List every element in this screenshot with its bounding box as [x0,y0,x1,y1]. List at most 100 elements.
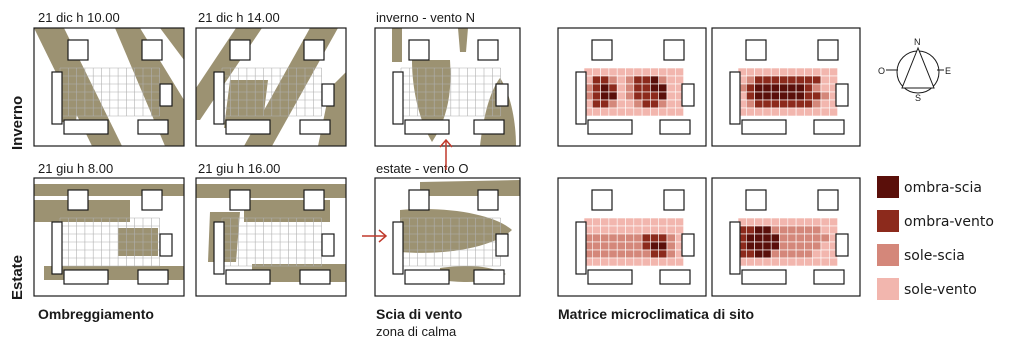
matrix-cell [591,217,601,227]
matrix-cell [650,233,660,243]
matrix-cell [591,67,601,77]
matrix-cell [591,107,601,117]
matrix-cell [820,83,830,93]
matrix-cell [633,217,643,227]
matrix-cell [591,257,601,267]
matrix-cell [658,233,668,243]
matrix-cell [812,257,822,267]
legend: ombra-scia ombra-vento sole-scia sole-vento [877,176,994,300]
matrix-cell [804,99,814,109]
matrix-cell [674,67,684,77]
building-bottom-left [225,269,271,285]
matrix-cell [633,107,643,117]
matrix-cell [650,83,660,93]
matrix-cell [745,225,755,235]
matrix-cell [608,75,618,85]
matrix-cell [820,107,830,117]
building-top-left [67,39,89,61]
matrix-cell [600,107,610,117]
matrix-cell [641,233,651,243]
matrix-cell [745,99,755,109]
building-right [159,233,173,257]
matrix-cell [608,107,618,117]
matrix-cell [650,99,660,109]
matrix-cell [625,225,635,235]
panel-frame-m3 [557,177,707,297]
section-title-wind: Scia di vento [376,306,462,322]
matrix-cell [591,83,601,93]
matrix-cell [608,241,618,251]
matrix-cell [745,67,755,77]
building-bottom-left [741,119,787,135]
legend-label: ombra-vento [904,214,994,230]
matrix-cell [795,91,805,101]
matrix-cell [666,99,676,109]
matrix-cell [754,67,764,77]
matrix-cell [616,249,626,259]
matrix-cell [770,225,780,235]
matrix-cell [804,75,814,85]
matrix-cell [616,91,626,101]
panel-frame-s1 [33,177,185,297]
building-bottom-left [404,269,450,285]
matrix-cell [666,225,676,235]
matrix-cell [804,233,814,243]
building-top-left [745,189,767,211]
building-left [575,221,587,275]
building-left [213,221,225,275]
matrix-cell [779,75,789,85]
wind-arrow-west [362,229,388,243]
building-right [321,233,335,257]
matrix-cell [633,225,643,235]
matrix-cell [616,241,626,251]
building-top-right [477,189,499,211]
matrix-cell [745,241,755,251]
matrix-cell [650,241,660,251]
matrix-cell [754,257,764,267]
matrix-cell [616,217,626,227]
legend-swatch [877,278,899,300]
matrix-cell [616,67,626,77]
matrix-cell [795,83,805,93]
matrix-cell [795,241,805,251]
legend-swatch [877,244,899,266]
matrix-cell [762,75,772,85]
building-left [729,71,741,125]
matrix-cell [745,83,755,93]
matrix-cell [658,107,668,117]
matrix-cell [616,75,626,85]
matrix-cell [795,99,805,109]
building-left [51,221,63,275]
matrix-cell [674,107,684,117]
matrix-cell [666,75,676,85]
panel-title-s2: 21 giu h 16.00 [198,161,280,176]
matrix-cell [666,91,676,101]
matrix-cell [600,241,610,251]
compass-e: E [945,66,951,76]
building-top-right [817,189,839,211]
matrix-cell [608,249,618,259]
matrix-cell [812,75,822,85]
matrix-cell [641,241,651,251]
matrix-cell [633,99,643,109]
matrix-cell [795,217,805,227]
matrix-cell [591,99,601,109]
matrix-cell [600,217,610,227]
matrix-cell [754,83,764,93]
matrix-cell [770,91,780,101]
matrix-cell [608,233,618,243]
matrix-cell [828,217,838,227]
building-right [681,83,695,107]
building-left [575,71,587,125]
matrix-cell [658,99,668,109]
matrix-cell [625,67,635,77]
matrix-cell [745,91,755,101]
matrix-cell [812,99,822,109]
matrix-cell [787,257,797,267]
matrix-cell [625,75,635,85]
matrix-cell [812,83,822,93]
matrix-cell [779,83,789,93]
matrix-cell [820,225,830,235]
matrix-cell [666,249,676,259]
matrix-cell [650,67,660,77]
